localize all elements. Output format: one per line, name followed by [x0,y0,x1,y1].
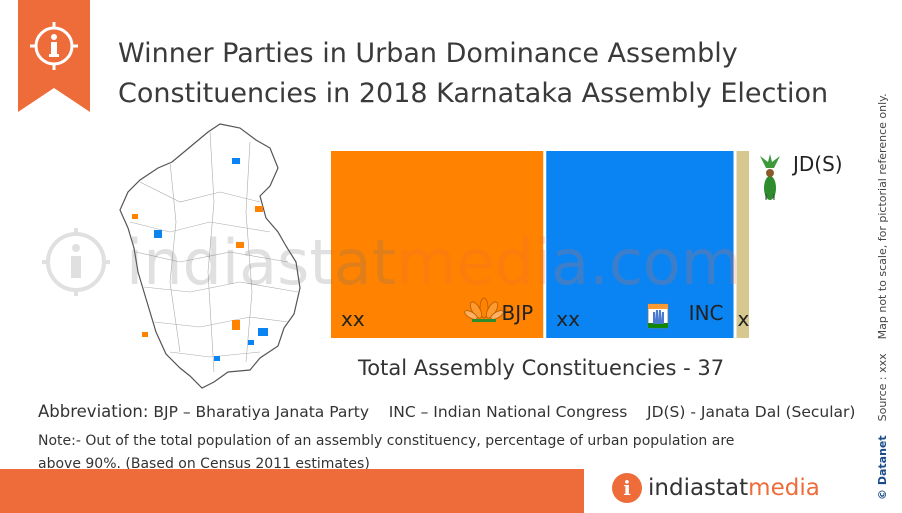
abbreviation-line: Abbreviation: BJP – Bharatiya Janata Par… [38,402,855,421]
category-label-jds: JD(S) [791,152,843,176]
datanet-brand: © Datanet [876,435,889,500]
logo-prefix: indiastat [648,475,749,501]
disclaimer-text: Map not to scale, for pictorial referenc… [876,93,889,340]
abbreviation-label: Abbreviation: [38,402,149,421]
value-label-jds: x [738,307,750,331]
total-label: Total Assembly Constituencies - 37 [358,356,725,380]
logo-suffix: media [748,475,820,501]
karnataka-map [119,123,301,389]
bar-jds [736,151,749,338]
title-line-1: Winner Parties in Urban Dominance Assemb… [118,38,738,69]
source-text: Source : xxx [876,353,889,422]
indiastat-logo: i indiastatmedia [612,470,820,506]
category-label-inc: INC [689,301,724,325]
abbreviation-text: BJP – Bharatiya Janata Party INC – India… [148,403,856,421]
chart-title: Winner Parties in Urban Dominance Assemb… [118,34,878,114]
info-icon: i [612,473,642,503]
hand-icon [647,303,669,329]
side-note: © Datanet Source : xxx Map not to scale,… [876,93,892,500]
note-line-1: Note:- Out of the total population of an… [38,433,735,449]
note-line-2: above 90%. (Based on Census 2011 estimat… [38,456,370,472]
farmer-icon [760,154,780,200]
note: Note:- Out of the total population of an… [38,430,798,476]
category-label-bjp: BJP [502,301,534,325]
value-label-bjp: xx [341,307,365,331]
bar-bjp [331,151,544,338]
lotus-icon [464,297,504,322]
bar-inc [546,151,734,338]
title-line-2: Constituencies in 2018 Karnataka Assembl… [118,78,829,109]
info-badge [18,0,90,112]
value-label-inc: xx [556,307,580,331]
bar-chart: xx BJP xx INC x JD(S) [331,151,843,338]
footer-bar [0,469,584,513]
info-icon [49,34,59,57]
